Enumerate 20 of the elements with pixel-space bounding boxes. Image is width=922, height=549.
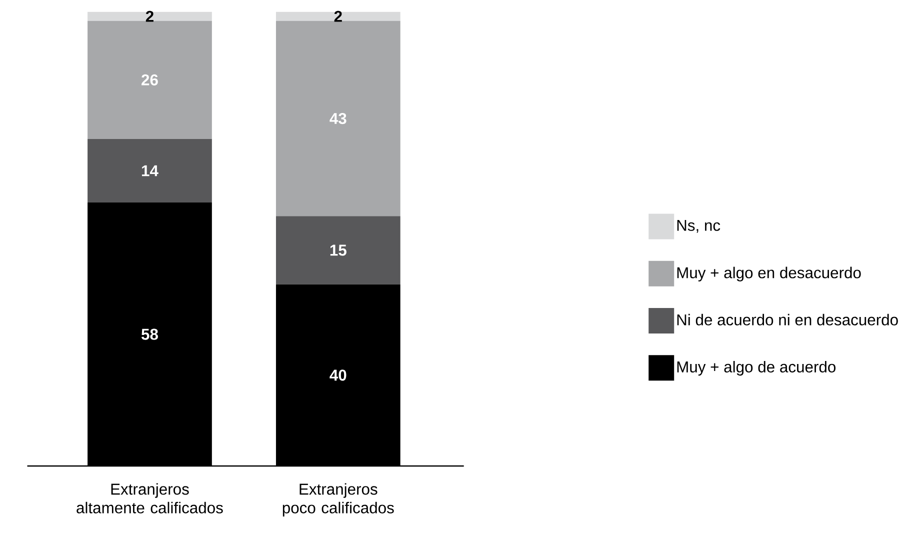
x-tick-label: Extranjeros altamente calificados [76, 483, 223, 514]
bar [276, 20, 400, 216]
data-label: 40 [330, 369, 346, 381]
bar [276, 216, 400, 284]
bar [88, 12, 212, 21]
data-label: 14 [142, 165, 158, 176]
x-tick-label: Extranjeros poco calificados [282, 483, 394, 516]
data-label: 2 [334, 10, 342, 22]
bar [276, 12, 400, 21]
data-label: 26 [142, 74, 158, 86]
bar [88, 138, 212, 202]
data-label: 43 [330, 112, 346, 124]
bar [88, 20, 212, 139]
data-label: 2 [146, 10, 154, 22]
legend-label: Ns, nc [677, 220, 720, 233]
data-label: 15 [330, 244, 346, 256]
legend-label: Muy + algo de acuerdo [677, 360, 836, 376]
legend-label: Muy + algo en desacuerdo [677, 266, 861, 282]
data-label: 58 [141, 328, 158, 340]
legend-label: Ni de acuerdo ni en desacuerdo [677, 314, 898, 326]
